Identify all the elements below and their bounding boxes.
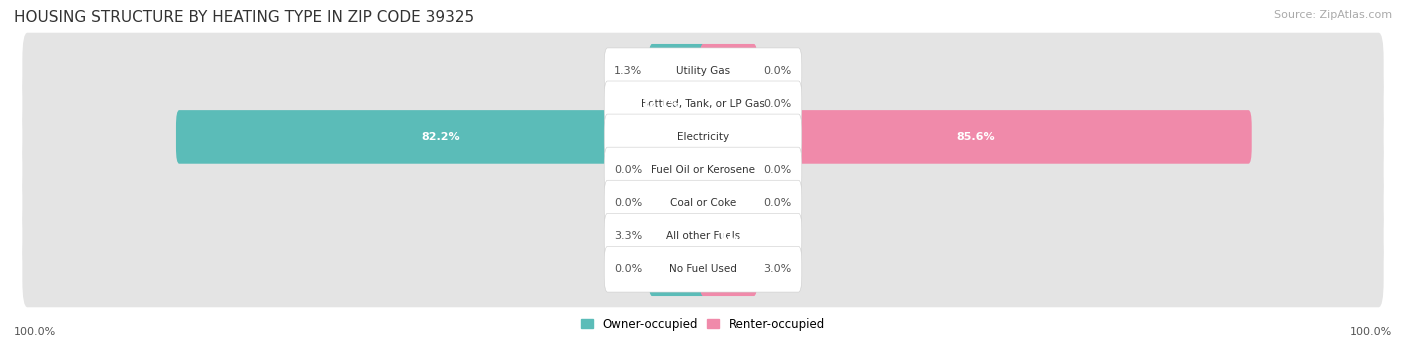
Text: 13.1%: 13.1% bbox=[643, 99, 681, 109]
Text: 100.0%: 100.0% bbox=[14, 327, 56, 337]
FancyBboxPatch shape bbox=[648, 242, 706, 296]
FancyBboxPatch shape bbox=[616, 77, 706, 131]
FancyBboxPatch shape bbox=[700, 44, 758, 98]
Text: 85.6%: 85.6% bbox=[956, 132, 995, 142]
FancyBboxPatch shape bbox=[176, 110, 706, 164]
Text: 0.0%: 0.0% bbox=[763, 66, 792, 76]
Text: 1.3%: 1.3% bbox=[614, 66, 643, 76]
FancyBboxPatch shape bbox=[605, 180, 801, 226]
FancyBboxPatch shape bbox=[700, 110, 1251, 164]
Text: 0.0%: 0.0% bbox=[763, 99, 792, 109]
Text: Utility Gas: Utility Gas bbox=[676, 66, 730, 76]
FancyBboxPatch shape bbox=[700, 143, 758, 197]
Text: No Fuel Used: No Fuel Used bbox=[669, 264, 737, 274]
Text: Source: ZipAtlas.com: Source: ZipAtlas.com bbox=[1274, 10, 1392, 20]
FancyBboxPatch shape bbox=[648, 44, 706, 98]
FancyBboxPatch shape bbox=[22, 165, 1384, 241]
FancyBboxPatch shape bbox=[605, 147, 801, 193]
FancyBboxPatch shape bbox=[700, 77, 758, 131]
FancyBboxPatch shape bbox=[648, 209, 706, 263]
Legend: Owner-occupied, Renter-occupied: Owner-occupied, Renter-occupied bbox=[581, 318, 825, 330]
FancyBboxPatch shape bbox=[700, 176, 758, 230]
FancyBboxPatch shape bbox=[648, 176, 706, 230]
FancyBboxPatch shape bbox=[22, 198, 1384, 274]
Text: 0.0%: 0.0% bbox=[614, 198, 643, 208]
Text: 100.0%: 100.0% bbox=[1350, 327, 1392, 337]
FancyBboxPatch shape bbox=[700, 209, 779, 263]
FancyBboxPatch shape bbox=[22, 66, 1384, 142]
Text: 0.0%: 0.0% bbox=[763, 165, 792, 175]
Text: 0.0%: 0.0% bbox=[614, 165, 643, 175]
Text: Fuel Oil or Kerosene: Fuel Oil or Kerosene bbox=[651, 165, 755, 175]
FancyBboxPatch shape bbox=[22, 132, 1384, 208]
FancyBboxPatch shape bbox=[22, 33, 1384, 109]
FancyBboxPatch shape bbox=[605, 81, 801, 127]
Text: 3.0%: 3.0% bbox=[763, 264, 792, 274]
FancyBboxPatch shape bbox=[605, 213, 801, 259]
FancyBboxPatch shape bbox=[605, 246, 801, 292]
Text: 3.3%: 3.3% bbox=[614, 231, 643, 241]
Text: 0.0%: 0.0% bbox=[614, 264, 643, 274]
FancyBboxPatch shape bbox=[700, 242, 758, 296]
Text: 82.2%: 82.2% bbox=[422, 132, 460, 142]
FancyBboxPatch shape bbox=[605, 48, 801, 94]
Text: Electricity: Electricity bbox=[676, 132, 730, 142]
FancyBboxPatch shape bbox=[22, 231, 1384, 307]
Text: Coal or Coke: Coal or Coke bbox=[669, 198, 737, 208]
Text: All other Fuels: All other Fuels bbox=[666, 231, 740, 241]
Text: Bottled, Tank, or LP Gas: Bottled, Tank, or LP Gas bbox=[641, 99, 765, 109]
Text: 11.4%: 11.4% bbox=[720, 231, 759, 241]
FancyBboxPatch shape bbox=[605, 114, 801, 160]
Text: HOUSING STRUCTURE BY HEATING TYPE IN ZIP CODE 39325: HOUSING STRUCTURE BY HEATING TYPE IN ZIP… bbox=[14, 10, 474, 25]
Text: 0.0%: 0.0% bbox=[763, 198, 792, 208]
FancyBboxPatch shape bbox=[22, 99, 1384, 175]
FancyBboxPatch shape bbox=[648, 143, 706, 197]
